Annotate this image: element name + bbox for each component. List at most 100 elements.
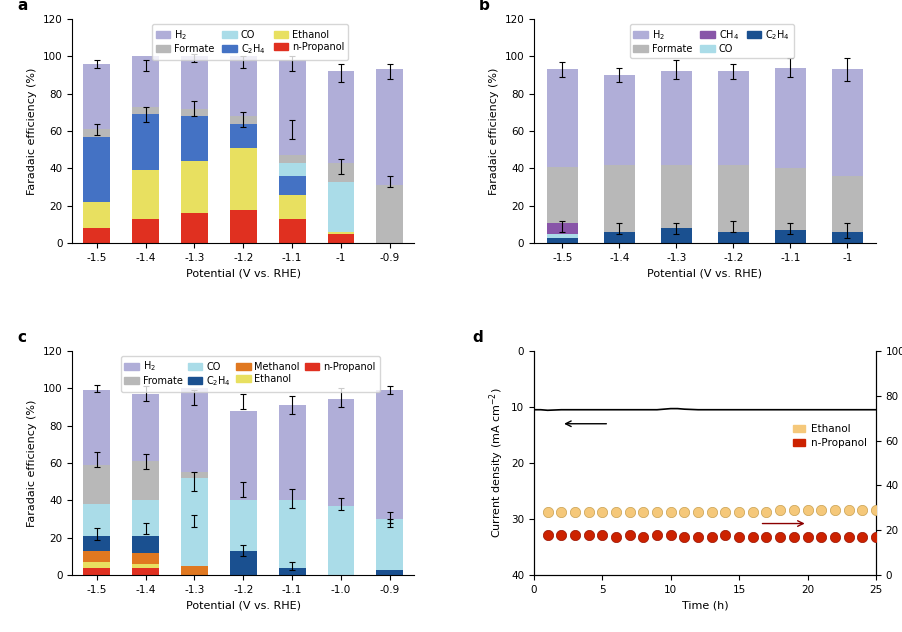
Bar (132, 564, 159, 568)
Bar (327, 506, 354, 575)
Bar (660, 71, 691, 165)
Text: b: b (479, 0, 490, 13)
Bar (180, 161, 207, 214)
Text: d: d (472, 330, 483, 345)
Bar (229, 411, 256, 501)
Bar (774, 230, 805, 243)
Point (854, 532, 869, 542)
Bar (180, 109, 207, 116)
Bar (229, 551, 256, 575)
Point (813, 532, 827, 542)
Bar (279, 568, 305, 575)
Legend: H$_2$, Formate, CH$_4$, CO, C$_2$H$_4$: H$_2$, Formate, CH$_4$, CO, C$_2$H$_4$ (629, 24, 793, 58)
Bar (603, 165, 634, 232)
Bar (229, 210, 256, 243)
Bar (279, 60, 305, 155)
Point (868, 505, 882, 515)
Point (635, 507, 649, 518)
Legend: H$_2$, Formate, CO, C$_2$H$_4$, Ethanol, n-Propanol: H$_2$, Formate, CO, C$_2$H$_4$, Ethanol,… (152, 24, 348, 60)
Point (772, 532, 787, 542)
Bar (660, 165, 691, 228)
Text: a: a (17, 0, 28, 13)
Point (854, 505, 869, 515)
Bar (132, 219, 159, 243)
X-axis label: Potential (V vs. RHE): Potential (V vs. RHE) (186, 600, 300, 611)
Point (717, 530, 732, 540)
Bar (327, 71, 354, 163)
Point (539, 507, 554, 518)
Bar (279, 219, 305, 243)
Bar (180, 388, 207, 472)
Bar (546, 167, 577, 222)
Point (786, 505, 800, 515)
Point (663, 507, 677, 518)
Point (690, 532, 704, 542)
Bar (83, 129, 110, 137)
Bar (83, 536, 110, 551)
Bar (376, 185, 403, 243)
X-axis label: Time (h): Time (h) (681, 600, 727, 611)
Legend: Ethanol, n-Propanol: Ethanol, n-Propanol (787, 420, 870, 453)
Bar (327, 399, 354, 506)
Bar (376, 390, 403, 519)
Point (676, 532, 691, 542)
Bar (279, 176, 305, 195)
Bar (327, 181, 354, 232)
Bar (717, 165, 749, 232)
Y-axis label: Current density (mA cm$^{-2}$): Current density (mA cm$^{-2}$) (486, 387, 505, 538)
Point (649, 507, 664, 518)
Bar (717, 232, 749, 243)
Bar (831, 176, 862, 232)
Bar (279, 405, 305, 501)
Bar (83, 228, 110, 243)
Bar (603, 232, 634, 243)
Bar (279, 195, 305, 219)
Bar (132, 536, 159, 553)
Bar (132, 114, 159, 171)
Bar (774, 169, 805, 230)
X-axis label: Potential (V vs. RHE): Potential (V vs. RHE) (647, 269, 761, 279)
Point (676, 507, 691, 518)
Bar (83, 465, 110, 504)
Point (539, 530, 554, 540)
Point (841, 532, 855, 542)
Bar (279, 155, 305, 163)
Point (594, 530, 609, 540)
Bar (132, 394, 159, 461)
Bar (327, 232, 354, 234)
Bar (603, 75, 634, 165)
Bar (83, 64, 110, 129)
Point (621, 530, 636, 540)
Bar (229, 56, 256, 116)
Bar (546, 70, 577, 167)
Bar (132, 501, 159, 536)
Point (554, 530, 568, 540)
Bar (83, 551, 110, 562)
Point (649, 530, 664, 540)
Point (608, 507, 622, 518)
Bar (376, 519, 403, 569)
Bar (229, 501, 256, 551)
Bar (83, 202, 110, 228)
Bar (229, 148, 256, 210)
Point (567, 530, 582, 540)
Point (732, 507, 746, 518)
Point (581, 530, 595, 540)
Legend: H$_2$, Fromate, CO, C$_2$H$_4$, Methanol, Ethanol, n-Propanol: H$_2$, Fromate, CO, C$_2$H$_4$, Methanol… (121, 356, 379, 392)
Point (799, 505, 814, 515)
Point (554, 507, 568, 518)
Bar (831, 70, 862, 176)
Point (827, 532, 842, 542)
Bar (83, 137, 110, 202)
Y-axis label: Faradaic efficiency (%): Faradaic efficiency (%) (27, 399, 37, 526)
Bar (774, 68, 805, 169)
Point (581, 507, 595, 518)
Point (827, 505, 842, 515)
Bar (376, 569, 403, 575)
Bar (717, 71, 749, 165)
Bar (279, 501, 305, 568)
Point (786, 532, 800, 542)
Bar (83, 390, 110, 465)
Point (813, 505, 827, 515)
Bar (83, 568, 110, 575)
